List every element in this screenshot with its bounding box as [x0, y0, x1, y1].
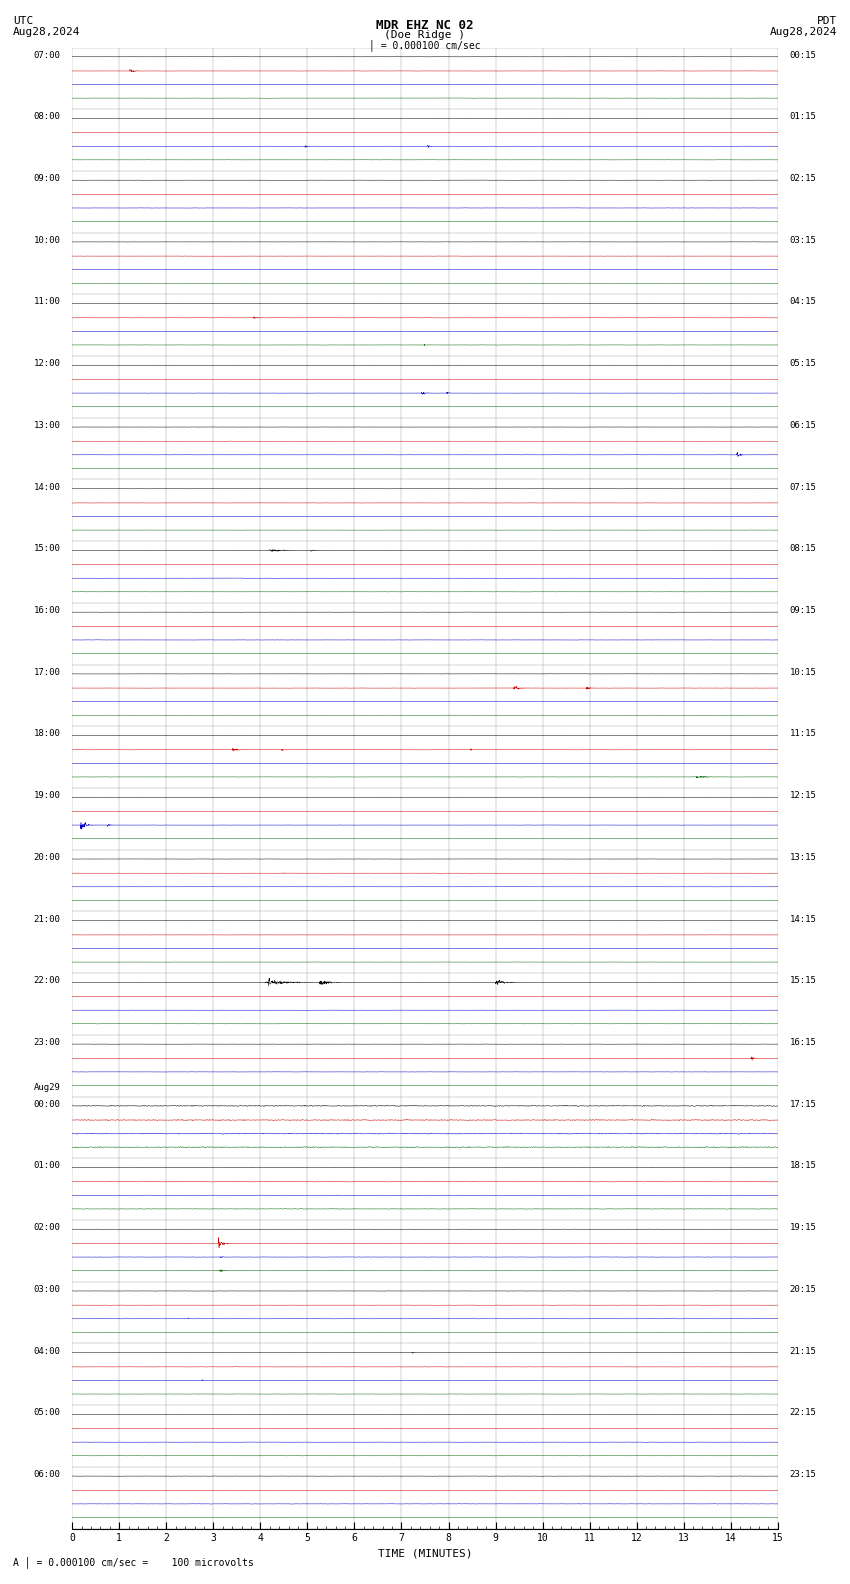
Text: 23:00: 23:00	[34, 1038, 60, 1047]
Text: 01:00: 01:00	[34, 1161, 60, 1171]
Text: 19:00: 19:00	[34, 790, 60, 800]
Text: (Doe Ridge ): (Doe Ridge )	[384, 30, 466, 40]
Text: 15:00: 15:00	[34, 545, 60, 553]
Text: 07:00: 07:00	[34, 51, 60, 60]
Text: 13:00: 13:00	[34, 421, 60, 429]
Text: 02:15: 02:15	[790, 174, 816, 184]
Text: 05:15: 05:15	[790, 360, 816, 367]
Text: 20:00: 20:00	[34, 852, 60, 862]
Text: 05:00: 05:00	[34, 1408, 60, 1418]
Text: Aug29: Aug29	[34, 1082, 60, 1091]
Text: 06:00: 06:00	[34, 1470, 60, 1479]
Text: 16:00: 16:00	[34, 607, 60, 615]
Text: A │ = 0.000100 cm/sec =    100 microvolts: A │ = 0.000100 cm/sec = 100 microvolts	[13, 1557, 253, 1568]
Text: 01:15: 01:15	[790, 112, 816, 122]
Text: PDT: PDT	[817, 16, 837, 25]
Text: 18:15: 18:15	[790, 1161, 816, 1171]
Text: 03:00: 03:00	[34, 1285, 60, 1294]
Text: 00:00: 00:00	[34, 1099, 60, 1109]
Text: │ = 0.000100 cm/sec: │ = 0.000100 cm/sec	[369, 40, 481, 51]
Text: 21:15: 21:15	[790, 1346, 816, 1356]
Text: 21:00: 21:00	[34, 914, 60, 923]
Text: 14:00: 14:00	[34, 483, 60, 491]
Text: 09:15: 09:15	[790, 607, 816, 615]
Text: 17:00: 17:00	[34, 668, 60, 676]
Text: 22:00: 22:00	[34, 976, 60, 985]
Text: 17:15: 17:15	[790, 1099, 816, 1109]
Text: 09:00: 09:00	[34, 174, 60, 184]
Text: UTC: UTC	[13, 16, 33, 25]
Text: 11:00: 11:00	[34, 298, 60, 306]
Text: 22:15: 22:15	[790, 1408, 816, 1418]
Text: 16:15: 16:15	[790, 1038, 816, 1047]
Text: 10:00: 10:00	[34, 236, 60, 246]
Text: Aug28,2024: Aug28,2024	[13, 27, 80, 36]
Text: 13:15: 13:15	[790, 852, 816, 862]
Text: Aug28,2024: Aug28,2024	[770, 27, 837, 36]
Text: 07:15: 07:15	[790, 483, 816, 491]
Text: 15:15: 15:15	[790, 976, 816, 985]
Text: 12:15: 12:15	[790, 790, 816, 800]
Text: 02:00: 02:00	[34, 1223, 60, 1232]
Text: 23:15: 23:15	[790, 1470, 816, 1479]
Text: 20:15: 20:15	[790, 1285, 816, 1294]
Text: 12:00: 12:00	[34, 360, 60, 367]
Text: 04:15: 04:15	[790, 298, 816, 306]
Text: 19:15: 19:15	[790, 1223, 816, 1232]
Text: 18:00: 18:00	[34, 729, 60, 738]
Text: 03:15: 03:15	[790, 236, 816, 246]
X-axis label: TIME (MINUTES): TIME (MINUTES)	[377, 1549, 473, 1559]
Text: 14:15: 14:15	[790, 914, 816, 923]
Text: 04:00: 04:00	[34, 1346, 60, 1356]
Text: 11:15: 11:15	[790, 729, 816, 738]
Text: 08:15: 08:15	[790, 545, 816, 553]
Text: 00:15: 00:15	[790, 51, 816, 60]
Text: 10:15: 10:15	[790, 668, 816, 676]
Text: 08:00: 08:00	[34, 112, 60, 122]
Text: MDR EHZ NC 02: MDR EHZ NC 02	[377, 19, 473, 32]
Text: 06:15: 06:15	[790, 421, 816, 429]
